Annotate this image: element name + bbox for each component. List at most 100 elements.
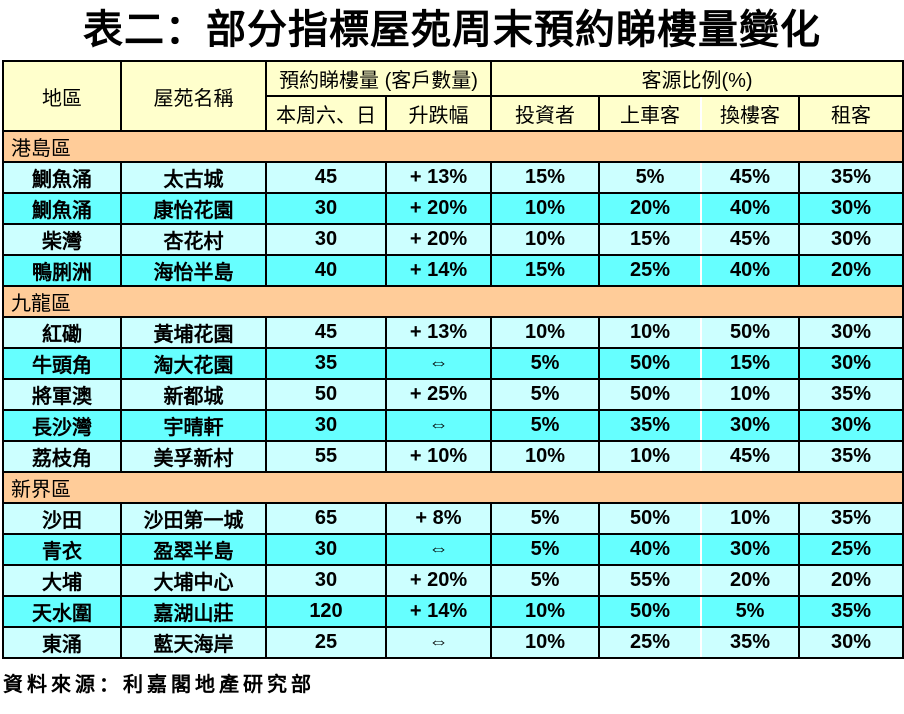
cell-investor: 5% [490,347,601,380]
cell-weekend-count: 25 [265,626,387,659]
cell-weekend-count: 30 [265,223,387,256]
col-header-change: 升跌幅 [384,95,493,132]
cell-weekend-count: 45 [265,161,387,194]
cell-district: 沙田 [2,502,122,535]
cell-tenant: 30% [798,409,904,442]
table-row: 鰂魚涌 康怡花園 30 + 20% 10% 20% 40% 30% [2,192,904,225]
cell-weekend-count: 65 [265,502,387,535]
cell-tenant: 30% [798,347,904,380]
cell-change: + 8% [384,502,493,535]
cell-district: 荔枝角 [2,440,122,473]
table-body: 港島區 鰂魚涌 太古城 45 + 13% 15% 5% 45% 35% 鰂魚涌 康怡花園 30 + 20… [1,130,904,659]
cell-first-time-buyer: 15% [598,223,703,256]
section-row: 九龍區 [1,285,904,318]
table-row: 荔枝角 美孚新村 55 + 10% 10% 10% 45% 35% [2,440,904,473]
col-header-investor: 投資者 [490,95,601,132]
cell-investor: 10% [490,223,601,256]
cell-investor: 10% [490,316,601,349]
cell-upgrader: 15% [700,347,801,380]
cell-investor: 15% [490,254,601,287]
cell-tenant: 35% [798,161,904,194]
cell-change: + 20% [384,223,493,256]
cell-district: 大埔 [2,564,122,597]
cell-weekend-count: 55 [265,440,387,473]
cell-upgrader: 45% [700,161,801,194]
cell-upgrader: 20% [700,564,801,597]
cell-upgrader: 30% [700,409,801,442]
cell-estate-name: 海怡半島 [120,254,267,287]
cell-investor: 10% [490,192,601,225]
cell-first-time-buyer: 10% [598,316,703,349]
table-row: 沙田 沙田第一城 65 + 8% 5% 50% 10% 35% [2,502,904,535]
table-row: 長沙灣 宇晴軒 30 ⇔ 5% 35% 30% 30% [2,409,904,442]
cell-first-time-buyer: 25% [598,626,703,659]
cell-investor: 10% [490,626,601,659]
col-header-first-time-buyer: 上車客 [598,95,703,132]
cell-district: 天水圍 [2,595,122,628]
cell-tenant: 20% [798,254,904,287]
cell-district: 青衣 [2,533,122,566]
cell-first-time-buyer: 10% [598,440,703,473]
cell-weekend-count: 30 [265,409,387,442]
section-header: 港島區 [1,130,904,163]
cell-weekend-count: 30 [265,192,387,225]
col-group-bookings: 預約睇樓量 (客戶數量) [264,60,493,97]
cell-change: + 20% [384,192,493,225]
col-header-upgrader: 換樓客 [700,95,801,132]
cell-weekend-count: 45 [265,316,387,349]
cell-district: 柴灣 [2,223,122,256]
header-group-row: 地區 屋苑名稱 預約睇樓量 (客戶數量) 客源比例(%) [2,60,904,132]
col-header-weekend-count: 本周六、日 [265,95,387,132]
cell-weekend-count: 35 [265,347,387,380]
section-row: 新界區 [1,471,904,504]
cell-investor: 5% [490,502,601,535]
cell-first-time-buyer: 50% [598,502,703,535]
cell-estate-name: 沙田第一城 [120,502,267,535]
cell-investor: 5% [490,533,601,566]
cell-district: 牛頭角 [2,347,122,380]
cell-district: 鰂魚涌 [2,161,122,194]
cell-change: ⇔ [384,347,493,380]
cell-investor: 10% [490,595,601,628]
page-title: 表二：部分指標屋苑周末預約睇樓量變化 [83,8,821,52]
table-row: 鴨脷洲 海怡半島 40 + 14% 15% 25% 40% 20% [2,254,904,287]
cell-change: ⇔ [384,409,493,442]
cell-first-time-buyer: 50% [598,595,703,628]
cell-upgrader: 40% [700,192,801,225]
cell-district: 長沙灣 [2,409,122,442]
col-header-estate-name: 屋苑名稱 [120,60,267,132]
cell-first-time-buyer: 50% [598,347,703,380]
estate-bookings-table: 地區 屋苑名稱 預約睇樓量 (客戶數量) 客源比例(%) 本周六、日 升跌幅 投… [1,60,904,659]
cell-estate-name: 黃埔花園 [120,316,267,349]
cell-tenant: 35% [798,502,904,535]
table-row: 東涌 藍天海岸 25 ⇔ 10% 25% 35% 30% [2,626,904,659]
cell-tenant: 30% [798,223,904,256]
cell-upgrader: 10% [700,502,801,535]
cell-investor: 5% [490,378,601,411]
cell-estate-name: 杏花村 [120,223,267,256]
col-header-district: 地區 [2,60,122,132]
cell-investor: 10% [490,440,601,473]
cell-first-time-buyer: 50% [598,378,703,411]
cell-tenant: 30% [798,316,904,349]
table-row: 天水圍 嘉湖山莊 120 + 14% 10% 50% 5% 35% [2,595,904,628]
cell-estate-name: 美孚新村 [120,440,267,473]
cell-change: + 13% [384,161,493,194]
cell-first-time-buyer: 35% [598,409,703,442]
cell-upgrader: 45% [700,440,801,473]
source-note: 資料來源：利嘉閣地產研究部 [3,674,315,696]
table-row: 紅磡 黃埔花園 45 + 13% 10% 10% 50% 30% [2,316,904,349]
cell-upgrader: 10% [700,378,801,411]
cell-change: + 14% [384,595,493,628]
cell-investor: 15% [490,161,601,194]
cell-weekend-count: 30 [265,564,387,597]
cell-investor: 5% [490,564,601,597]
cell-estate-name: 淘大花園 [120,347,267,380]
cell-change: ⇔ [384,626,493,659]
cell-upgrader: 35% [700,626,801,659]
cell-change: + 14% [384,254,493,287]
cell-upgrader: 40% [700,254,801,287]
cell-upgrader: 45% [700,223,801,256]
cell-tenant: 35% [798,440,904,473]
